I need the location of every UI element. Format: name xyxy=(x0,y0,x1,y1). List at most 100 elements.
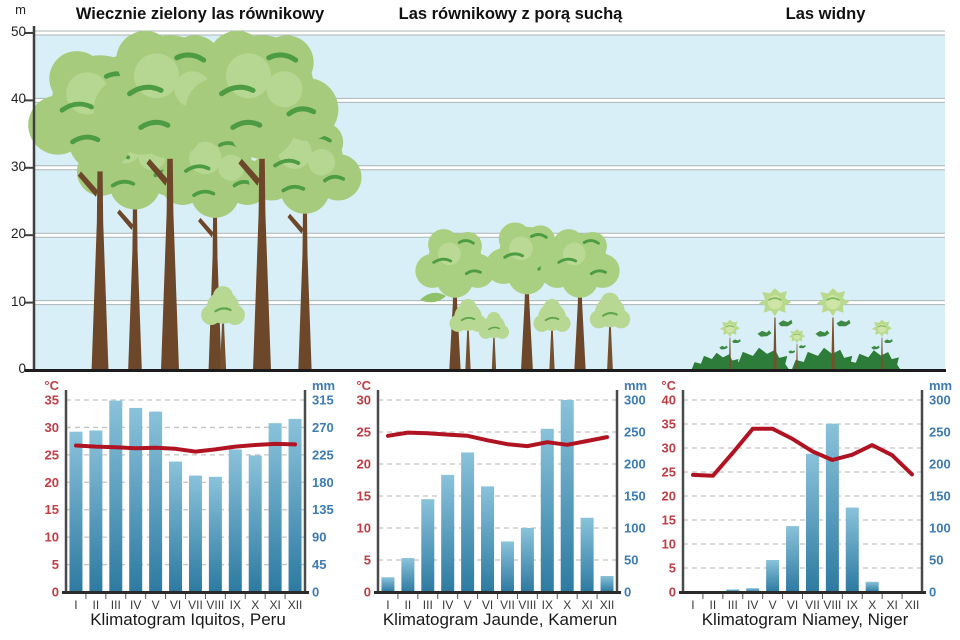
svg-text:mm: mm xyxy=(929,378,952,393)
forest-profile-section: m 50 40 30 20 10 0 Wiecznie zielony las równi… xyxy=(10,2,946,376)
gridlines xyxy=(66,399,305,566)
precip-bar xyxy=(188,475,202,592)
month-label: XII xyxy=(288,598,303,610)
axes xyxy=(374,390,621,599)
month-label: X xyxy=(868,598,876,610)
precip-tick-label: 100 xyxy=(929,521,951,536)
forest-illustration xyxy=(25,26,946,376)
precip-tick-label: 250 xyxy=(624,425,646,440)
precip-tick-label: 50 xyxy=(929,553,943,568)
precip-bar xyxy=(421,499,435,592)
precip-bar xyxy=(766,560,780,592)
svg-text:°C: °C xyxy=(356,378,371,393)
month-label: VII xyxy=(805,598,820,610)
month-label: XI xyxy=(886,598,897,610)
month-label: IV xyxy=(442,598,453,610)
forest-title-open-forest: Las widny xyxy=(785,5,866,23)
precip-tick-label: 90 xyxy=(312,530,326,545)
precip-bar xyxy=(248,455,262,592)
month-label: III xyxy=(423,598,433,610)
forest-title-evergreen: Wiecznie zielony las równikowy xyxy=(75,5,325,23)
month-label: IX xyxy=(542,598,553,610)
precip-bar xyxy=(208,476,222,592)
month-label: V xyxy=(464,598,472,610)
temp-tick-label: 25 xyxy=(357,425,371,440)
axes xyxy=(679,390,926,599)
temp-tick-label: 15 xyxy=(45,502,59,517)
precip-bar xyxy=(461,452,475,592)
precip-tick-label: 315 xyxy=(312,393,334,408)
precip-tick-label: 0 xyxy=(312,585,319,600)
precip-tick-label: 100 xyxy=(624,521,646,536)
gridlines xyxy=(378,399,617,561)
month-label: VIII xyxy=(206,598,224,610)
axes xyxy=(62,390,309,599)
temp-tick-label: 15 xyxy=(357,489,371,504)
temp-tick-label: 0 xyxy=(364,585,371,600)
month-label: VII xyxy=(500,598,515,610)
precip-bar xyxy=(89,430,103,592)
height-tick-label: 20 xyxy=(10,226,26,242)
temp-tick-label: 0 xyxy=(669,585,676,600)
month-label: VI xyxy=(787,598,798,610)
height-tick-label: 10 xyxy=(10,293,26,309)
precip-bar xyxy=(381,577,395,592)
dry-season-forest-trees xyxy=(413,220,632,372)
temp-tick-label: 5 xyxy=(52,557,59,572)
precip-bar xyxy=(580,517,594,592)
month-label: XII xyxy=(905,598,920,610)
precip-bar xyxy=(520,528,534,592)
month-label: IV xyxy=(130,598,141,610)
month-label: III xyxy=(728,598,738,610)
precip-tick-label: 180 xyxy=(312,475,334,490)
height-tick-label: 40 xyxy=(10,91,26,107)
svg-text:mm: mm xyxy=(624,378,647,393)
precip-tick-label: 45 xyxy=(312,557,326,572)
month-label: VIII xyxy=(823,598,841,610)
precip-bar xyxy=(169,461,183,592)
temp-tick-label: 35 xyxy=(662,417,676,432)
precip-tick-label: 0 xyxy=(929,585,936,600)
precip-tick-label: 0 xyxy=(624,585,631,600)
precip-bar xyxy=(786,526,800,592)
climograph-caption: Klimatogram Iquitos, Peru xyxy=(90,610,286,629)
height-tick-label: 30 xyxy=(10,158,26,174)
precip-tick-label: 300 xyxy=(624,393,646,408)
temp-tick-label: 10 xyxy=(357,521,371,536)
temperature-line xyxy=(74,441,297,454)
month-label: I xyxy=(386,598,389,610)
month-label: IX xyxy=(230,598,241,610)
gridlines xyxy=(683,399,922,569)
month-label: V xyxy=(769,598,777,610)
svg-text:°C: °C xyxy=(661,378,676,393)
month-label: III xyxy=(111,598,121,610)
month-label: VI xyxy=(170,598,181,610)
precip-tick-label: 225 xyxy=(312,447,334,462)
precip-bar xyxy=(228,449,242,592)
month-label: VIII xyxy=(518,598,536,610)
temp-tick-label: 10 xyxy=(662,537,676,552)
month-label: XII xyxy=(600,598,615,610)
temperature-line xyxy=(386,430,609,449)
precip-tick-label: 270 xyxy=(312,420,334,435)
temp-tick-label: 25 xyxy=(45,447,59,462)
precip-bar xyxy=(865,581,879,592)
svg-text:mm: mm xyxy=(312,378,335,393)
precip-bar xyxy=(540,428,554,592)
month-label: V xyxy=(152,598,160,610)
precip-bar xyxy=(401,558,415,592)
precip-bar xyxy=(441,474,455,592)
temperature-line xyxy=(691,426,914,478)
temp-tick-label: 5 xyxy=(364,553,371,568)
precip-bar xyxy=(805,453,819,592)
month-label: II xyxy=(710,598,717,610)
month-label: VI xyxy=(482,598,493,610)
precip-bar xyxy=(268,423,282,592)
precip-tick-label: 150 xyxy=(624,489,646,504)
